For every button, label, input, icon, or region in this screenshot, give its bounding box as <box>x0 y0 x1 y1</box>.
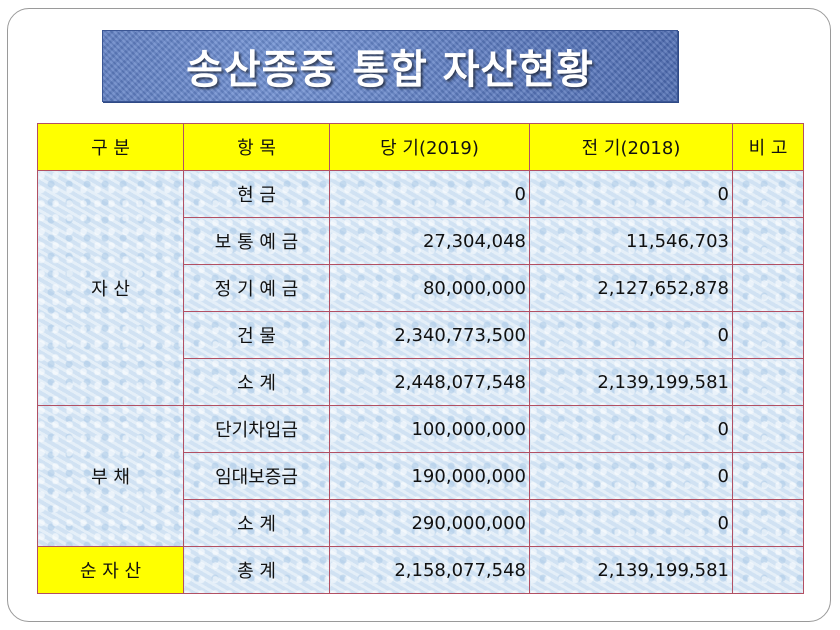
row-previous: 2,127,652,878 <box>529 264 733 312</box>
group-assets: 자 산 <box>37 170 184 406</box>
row-item: 건 물 <box>183 311 330 359</box>
page-title: 송산종중 통합 자산현황 <box>186 47 594 93</box>
row-item: 단기차입금 <box>183 405 330 453</box>
row-item: 소 계 <box>183 358 330 406</box>
row-current: 190,000,000 <box>329 452 530 500</box>
header-note: 비 고 <box>732 123 804 171</box>
row-current: 27,304,048 <box>329 217 530 265</box>
table-row: 소 계 290,000,000 0 <box>38 499 804 547</box>
row-note <box>732 358 804 406</box>
table-row: 보 통 예 금 27,304,048 11,546,703 <box>38 217 804 265</box>
row-previous: 2,139,199,581 <box>529 546 733 594</box>
row-current: 2,158,077,548 <box>329 546 530 594</box>
asset-status-table: 구 분 항 목 당 기(2019) 전 기(2018) 비 고 자 산 현 금 … <box>37 123 804 594</box>
row-item: 임대보증금 <box>183 452 330 500</box>
row-note <box>732 546 804 594</box>
row-previous: 11,546,703 <box>529 217 733 265</box>
group-net: 순 자 산 <box>37 546 184 594</box>
row-item: 보 통 예 금 <box>183 217 330 265</box>
header-item: 항 목 <box>183 123 330 171</box>
row-previous: 0 <box>529 311 733 359</box>
row-item: 현 금 <box>183 170 330 218</box>
row-previous: 0 <box>529 170 733 218</box>
row-note <box>732 264 804 312</box>
row-item: 소 계 <box>183 499 330 547</box>
title-banner: 송산종중 통합 자산현황 <box>102 30 678 102</box>
row-previous: 2,139,199,581 <box>529 358 733 406</box>
row-item: 정 기 예 금 <box>183 264 330 312</box>
row-note <box>732 170 804 218</box>
row-note <box>732 311 804 359</box>
row-current: 100,000,000 <box>329 405 530 453</box>
row-current: 2,340,773,500 <box>329 311 530 359</box>
row-current: 290,000,000 <box>329 499 530 547</box>
table-row: 순 자 산 총 계 2,158,077,548 2,139,199,581 <box>37 546 804 594</box>
table-row: 건 물 2,340,773,500 0 <box>38 311 804 359</box>
row-current: 2,448,077,548 <box>329 358 530 406</box>
table-row: 부 채 단기차입금 100,000,000 0 <box>37 405 804 547</box>
table-row: 정 기 예 금 80,000,000 2,127,652,878 <box>38 264 804 312</box>
row-previous: 0 <box>529 499 733 547</box>
row-note <box>732 405 804 453</box>
row-item: 총 계 <box>183 546 330 594</box>
row-current: 80,000,000 <box>329 264 530 312</box>
row-previous: 0 <box>529 452 733 500</box>
group-liabilities: 부 채 <box>37 405 184 547</box>
header-previous: 전 기(2018) <box>529 123 733 171</box>
header-category: 구 분 <box>37 123 184 171</box>
table-row: 소 계 2,448,077,548 2,139,199,581 <box>38 358 804 406</box>
row-note <box>732 217 804 265</box>
row-previous: 0 <box>529 405 733 453</box>
row-current: 0 <box>329 170 530 218</box>
header-row: 구 분 항 목 당 기(2019) 전 기(2018) 비 고 <box>37 123 804 171</box>
row-note <box>732 452 804 500</box>
header-current: 당 기(2019) <box>329 123 530 171</box>
table-row: 임대보증금 190,000,000 0 <box>38 452 804 500</box>
table-row: 자 산 현 금 0 0 <box>37 170 804 406</box>
row-note <box>732 499 804 547</box>
